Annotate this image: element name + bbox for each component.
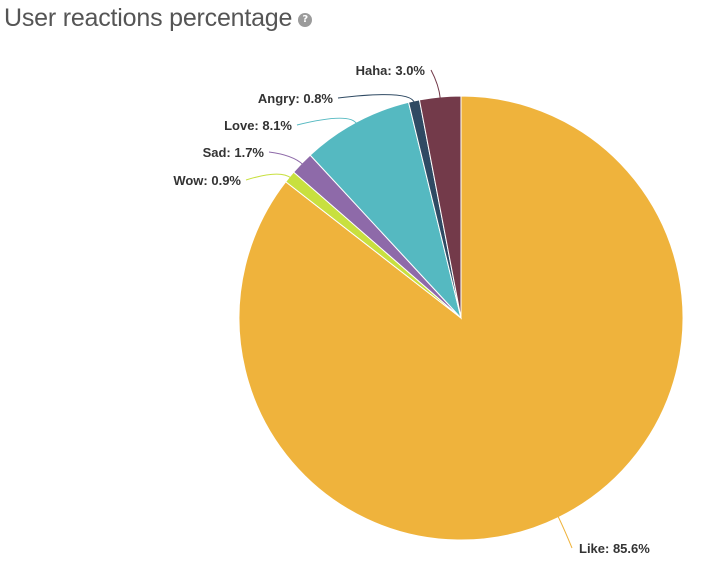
data-label-haha: Haha: 3.0% (356, 63, 426, 78)
leader-line-love (296, 117, 358, 126)
leader-line-sad (268, 151, 304, 166)
leader-line-angry (337, 94, 415, 104)
data-label-love: Love: 8.1% (224, 118, 292, 133)
data-label-like: Like: 85.6% (579, 541, 650, 556)
data-label-angry: Angry: 0.8% (258, 91, 334, 106)
chart-title: User reactions percentage (4, 4, 293, 32)
leader-line-like (557, 515, 573, 549)
data-label-sad: Sad: 1.7% (203, 145, 265, 160)
pie-labels: Like: 85.6% Wow: 0.9% Sad: 1.7% Love: 8.1% A… (173, 63, 650, 556)
leader-line-haha (430, 69, 441, 100)
data-label-wow: Wow: 0.9% (173, 173, 241, 188)
chart-header: User reactions percentage ? (4, 2, 313, 34)
leader-line-wow (245, 173, 292, 181)
pie-slices (238, 95, 684, 541)
help-icon[interactable]: ? (298, 12, 313, 27)
